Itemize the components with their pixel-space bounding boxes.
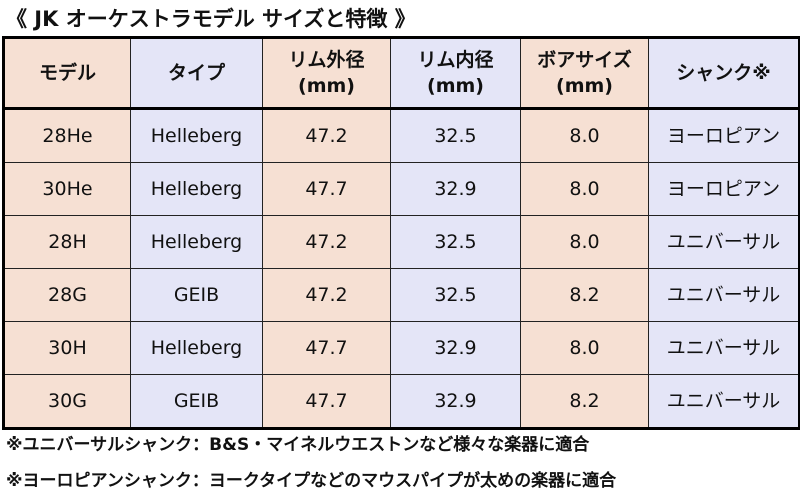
page-title: 《 JK オーケストラモデル サイズと特徴 》 [6, 7, 416, 31]
cell-bore: 8.2 [520, 374, 649, 429]
table-row: 30G GEIB 47.7 32.9 8.2 ユニバーサル [3, 374, 800, 429]
table-row: 28H Helleberg 47.2 32.5 8.0 ユニバーサル [3, 215, 800, 269]
cell-rim-inner: 32.9 [390, 162, 521, 216]
cell-bore: 8.0 [520, 108, 649, 163]
cell-type: GEIB [130, 268, 263, 322]
cell-bore: 8.0 [520, 215, 649, 269]
header-rim-outer: リム外径 (mm) [262, 37, 391, 110]
cell-shank: ヨーロピアン [648, 162, 800, 216]
table-row: 30H Helleberg 47.7 32.9 8.0 ユニバーサル [3, 321, 800, 375]
cell-rim-outer: 47.7 [262, 374, 391, 429]
cell-rim-outer: 47.2 [262, 268, 391, 322]
cell-rim-outer: 47.2 [262, 108, 391, 163]
cell-type: Helleberg [130, 321, 263, 375]
cell-shank: ユニバーサル [648, 215, 800, 269]
cell-rim-inner: 32.9 [390, 374, 521, 429]
cell-rim-outer: 47.7 [262, 321, 391, 375]
cell-shank: ユニバーサル [648, 374, 800, 429]
cell-shank: ユニバーサル [648, 268, 800, 322]
cell-rim-outer: 47.2 [262, 215, 391, 269]
header-row: モデル タイプ リム外径 (mm) リム内径 (mm) ボアサイズ (mm) シャンク… [3, 37, 800, 110]
cell-type: GEIB [130, 374, 263, 429]
header-model: モデル [3, 37, 131, 110]
header-shank: シャンク※ [648, 37, 800, 110]
cell-rim-inner: 32.5 [390, 215, 521, 269]
cell-rim-outer: 47.7 [262, 162, 391, 216]
size-table: モデル タイプ リム外径 (mm) リム内径 (mm) ボアサイズ (mm) シャンク… [2, 36, 800, 430]
cell-shank: ヨーロピアン [648, 108, 800, 163]
header-type: タイプ [130, 37, 263, 110]
cell-model: 30He [3, 162, 131, 216]
cell-model: 30G [3, 374, 131, 429]
cell-bore: 8.2 [520, 268, 649, 322]
cell-rim-inner: 32.5 [390, 108, 521, 163]
table-row: 28G GEIB 47.2 32.5 8.2 ユニバーサル [3, 268, 800, 322]
footnote-universal-shank: ※ユニバーサルシャンク：B&S・マイネルウエストンなど様々な楽器に適合 [6, 435, 590, 455]
cell-model: 30H [3, 321, 131, 375]
cell-type: Helleberg [130, 162, 263, 216]
cell-shank: ユニバーサル [648, 321, 800, 375]
cell-bore: 8.0 [520, 321, 649, 375]
header-bore: ボアサイズ (mm) [520, 37, 649, 110]
cell-type: Helleberg [130, 108, 263, 163]
cell-model: 28G [3, 268, 131, 322]
cell-type: Helleberg [130, 215, 263, 269]
cell-bore: 8.0 [520, 162, 649, 216]
table-row: 28He Helleberg 47.2 32.5 8.0 ヨーロピアン [3, 108, 800, 163]
cell-model: 28H [3, 215, 131, 269]
cell-rim-inner: 32.9 [390, 321, 521, 375]
table-row: 30He Helleberg 47.7 32.9 8.0 ヨーロピアン [3, 162, 800, 216]
cell-rim-inner: 32.5 [390, 268, 521, 322]
cell-model: 28He [3, 108, 131, 163]
footnote-european-shank: ※ヨーロピアンシャンク：ヨークタイプなどのマウスパイプが太めの楽器に適合 [6, 471, 617, 491]
header-rim-inner: リム内径 (mm) [390, 37, 521, 110]
